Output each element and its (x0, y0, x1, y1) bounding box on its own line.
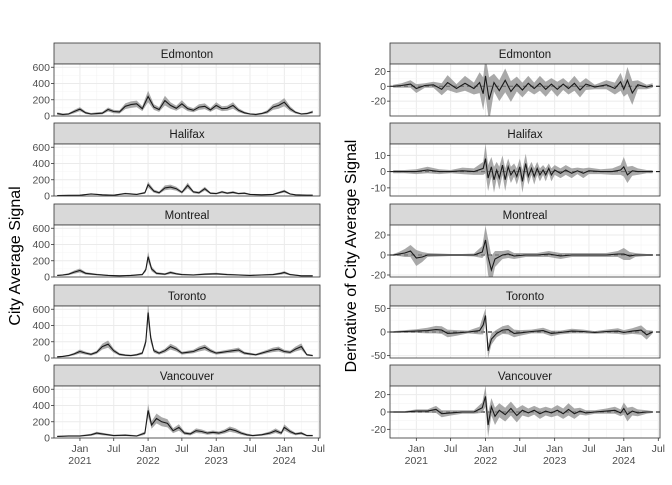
right-xtick-label: Jul (582, 443, 595, 455)
left-xtick-label: Jan (208, 443, 225, 455)
left-xtick-label: Jan (276, 443, 293, 455)
left-ytick-label: 0 (44, 272, 50, 284)
left-line-montreal (57, 256, 313, 277)
right-ytick-label: 20 (374, 230, 386, 242)
left-ytick-label: 400 (32, 320, 50, 332)
right-ytick-label: 0 (380, 407, 386, 419)
left-xtick-label: Jul (175, 443, 188, 455)
right-band-toronto (393, 308, 653, 358)
left-panel-border-vancouver (53, 385, 321, 439)
right-xtick-label: Jul (513, 443, 526, 455)
left-strip-label-toronto: Toronto (168, 291, 206, 303)
right-xtick-label: Jan (408, 443, 425, 455)
right-ytick-label: 20 (374, 66, 386, 78)
right-xtick-label: Jan (546, 443, 563, 455)
left-plot-bg-montreal (54, 225, 320, 277)
left-ytick-label: 0 (44, 353, 50, 365)
right-ytick-label: 0 (380, 81, 386, 93)
left-plot-bg-vancouver (54, 386, 320, 438)
right-ytick-label: 0 (380, 250, 386, 262)
right-column-panels: Edmonton -20 0 20 Halifax -10 0 10 Montreal -20 0 2… (371, 42, 665, 467)
right-strip-label-toronto: Toronto (506, 291, 544, 303)
right-panel-border-montreal (389, 224, 661, 278)
left-panel-border-montreal (53, 224, 321, 278)
left-column-panels: Edmonton 0 200 400 600 Halifax 0 200 400 600 Montr… (32, 42, 325, 467)
left-ytick-label: 600 (32, 62, 50, 74)
left-xtick-year-label: 2023 (205, 455, 229, 467)
left-panel-border-halifax (53, 143, 321, 197)
right-line-halifax (393, 158, 653, 182)
left-line-halifax (57, 183, 313, 196)
right-ytick-label: 0 (380, 327, 386, 339)
left-line-vancouver (57, 410, 313, 437)
left-ytick-label: 600 (32, 304, 50, 316)
right-ytick-label: -50 (371, 350, 386, 362)
right-xtick-year-label: 2023 (543, 455, 567, 467)
left-ytick-label: 600 (32, 223, 50, 235)
right-ytick-label: -20 (371, 270, 386, 282)
left-ytick-label: 0 (44, 433, 50, 445)
left-xtick-year-label: 2022 (136, 455, 160, 467)
left-ytick-label: 200 (32, 94, 50, 106)
left-ytick-label: 200 (32, 416, 50, 428)
right-ytick-label: 10 (374, 150, 386, 162)
left-panel-border-toronto (53, 305, 321, 359)
right-ytick-label: -20 (371, 96, 386, 108)
left-xtick-label: Jul (243, 443, 256, 455)
right-xtick-label: Jul (652, 443, 665, 455)
left-xtick-year-label: 2021 (68, 455, 92, 467)
left-ytick-label: 400 (32, 78, 50, 90)
left-ytick-label: 0 (44, 191, 50, 203)
right-band-halifax (393, 144, 653, 193)
right-ytick-label: 50 (374, 303, 386, 315)
right-xtick-year-label: 2021 (405, 455, 429, 467)
left-ytick-label: 200 (32, 336, 50, 348)
left-ytick-label: 400 (32, 400, 50, 412)
left-xtick-label: Jul (312, 443, 325, 455)
left-line-toronto (57, 312, 313, 358)
right-ytick-label: -20 (371, 424, 386, 436)
right-xtick-label: Jan (615, 443, 632, 455)
right-line-edmonton (393, 75, 653, 100)
left-line-edmonton (57, 95, 313, 115)
left-y-axis-title: City Average Signal (7, 186, 24, 325)
left-band-edmonton (57, 90, 313, 116)
right-plot-bg-montreal (390, 225, 660, 277)
left-ytick-label: 400 (32, 239, 50, 251)
right-ytick-label: 0 (380, 166, 386, 178)
left-ytick-label: 400 (32, 158, 50, 170)
right-panel-border-halifax (389, 143, 661, 197)
left-ytick-label: 600 (32, 384, 50, 396)
right-xtick-year-label: 2022 (474, 455, 498, 467)
left-strip-label-vancouver: Vancouver (160, 371, 214, 383)
right-line-vancouver (393, 396, 653, 426)
left-ytick-label: 600 (32, 142, 50, 154)
left-ytick-label: 0 (44, 111, 50, 123)
right-xtick-label: Jul (444, 443, 457, 455)
right-line-toronto (393, 315, 653, 352)
right-line-montreal (393, 239, 653, 272)
left-xtick-year-label: 2024 (273, 455, 297, 467)
right-band-vancouver (393, 386, 653, 438)
right-strip-label-edmonton: Edmonton (499, 49, 551, 61)
right-strip-label-vancouver: Vancouver (498, 371, 552, 383)
right-xtick-label: Jan (477, 443, 494, 455)
left-xtick-label: Jan (140, 443, 157, 455)
right-strip-label-halifax: Halifax (507, 129, 542, 141)
left-xtick-label: Jul (107, 443, 120, 455)
left-strip-label-halifax: Halifax (169, 129, 204, 141)
right-ytick-label: 20 (374, 389, 386, 401)
left-xtick-label: Jan (71, 443, 88, 455)
right-panel-border-edmonton (389, 63, 661, 117)
left-panel-border-edmonton (53, 63, 321, 117)
left-strip-label-edmonton: Edmonton (161, 49, 213, 61)
right-y-axis-title: Derivative of City Average Signal (343, 140, 360, 373)
left-strip-label-montreal: Montreal (165, 210, 210, 222)
left-ytick-label: 200 (32, 174, 50, 186)
left-ytick-label: 200 (32, 255, 50, 267)
right-ytick-label: -10 (371, 182, 386, 194)
right-strip-label-montreal: Montreal (503, 210, 548, 222)
right-xtick-year-label: 2024 (612, 455, 636, 467)
